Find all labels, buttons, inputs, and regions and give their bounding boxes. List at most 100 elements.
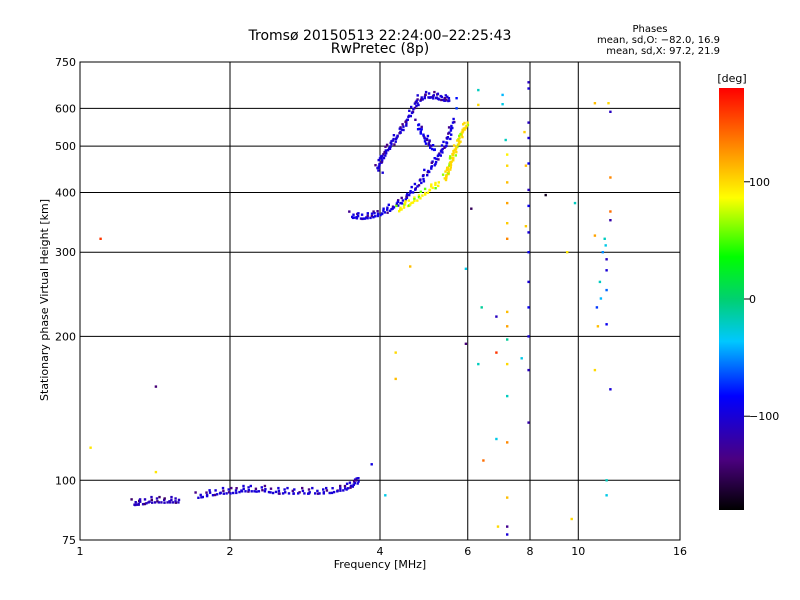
echo-point — [205, 494, 209, 498]
plot-grid — [80, 62, 680, 540]
echo-point — [420, 128, 423, 131]
echo-point — [449, 129, 453, 132]
echo-point — [402, 128, 405, 132]
echo-point — [365, 216, 368, 219]
echo-point — [354, 479, 357, 482]
echo-point — [166, 501, 169, 504]
echo-point — [244, 490, 247, 493]
echo-point — [392, 134, 396, 137]
echo-point — [495, 315, 498, 318]
echo-point — [381, 159, 384, 162]
echo-point — [395, 204, 398, 208]
echo-point — [570, 517, 573, 521]
echo-point — [390, 140, 393, 143]
echo-point — [386, 208, 389, 211]
echo-point — [349, 486, 352, 489]
echo-point — [466, 123, 470, 127]
echo-point — [242, 484, 245, 488]
echo-point — [424, 191, 427, 195]
echo-point — [154, 385, 158, 388]
echo-point — [423, 187, 427, 191]
echo-point — [318, 492, 321, 495]
echo-point — [384, 494, 387, 497]
echo-point — [436, 92, 440, 95]
echo-point — [456, 139, 459, 142]
echo-point — [376, 212, 380, 215]
echo-point — [99, 237, 102, 240]
echo-point — [316, 492, 320, 495]
echo-point — [385, 143, 389, 147]
echo-point — [232, 491, 235, 495]
echo-point — [449, 161, 452, 164]
echo-point — [377, 166, 381, 169]
echo-point — [449, 166, 452, 169]
echo-point — [414, 100, 417, 104]
echo-point — [356, 214, 360, 218]
echo-point — [595, 306, 599, 309]
echo-point — [598, 280, 602, 284]
echo-point — [281, 492, 285, 495]
echo-point — [292, 492, 295, 495]
echo-point — [466, 121, 469, 124]
echo-point — [382, 153, 385, 156]
echo-point — [382, 156, 386, 160]
echo-point — [201, 495, 204, 499]
echo-point — [524, 164, 528, 167]
echo-point — [153, 501, 157, 504]
x-tick-label: 2 — [227, 545, 234, 558]
echo-point — [271, 491, 275, 495]
echo-point — [394, 351, 397, 354]
echo-point — [446, 166, 450, 169]
y-tick-label: 75 — [62, 534, 76, 547]
echo-point — [413, 196, 416, 199]
echo-point — [151, 501, 154, 504]
echo-point — [247, 486, 250, 489]
echo-point — [444, 170, 447, 173]
echo-point — [139, 500, 142, 503]
echo-point — [409, 265, 412, 268]
echo-point — [445, 175, 448, 178]
echo-point — [174, 500, 177, 503]
x-tick-label: 8 — [527, 545, 534, 558]
echo-point — [227, 488, 230, 491]
echo-point — [396, 200, 399, 204]
echo-point — [605, 479, 608, 482]
echo-point — [428, 188, 432, 192]
y-tick-label: 600 — [55, 102, 76, 115]
echo-point — [213, 493, 217, 497]
echo-point — [359, 217, 363, 220]
echo-point — [325, 486, 328, 490]
echo-point — [177, 498, 181, 502]
echo-point — [386, 149, 390, 152]
echo-point — [605, 269, 608, 272]
echo-point — [331, 487, 334, 490]
echo-point — [419, 132, 422, 135]
echo-point — [609, 176, 612, 179]
echo-point — [400, 196, 403, 200]
echo-point — [274, 490, 278, 494]
x-tick-label: 6 — [464, 545, 471, 558]
echo-point — [430, 147, 434, 151]
echo-point — [383, 211, 386, 214]
echo-point — [397, 204, 400, 207]
echo-point — [433, 148, 436, 151]
echo-point — [393, 143, 396, 146]
echo-point — [415, 99, 418, 103]
echo-point — [433, 90, 436, 94]
echo-point — [353, 482, 356, 485]
echo-point — [605, 258, 608, 261]
echo-point — [235, 491, 238, 495]
echo-point — [506, 533, 509, 536]
echo-point — [450, 124, 453, 128]
x-tick-label: 4 — [377, 545, 384, 558]
echo-point — [477, 362, 480, 366]
echo-point — [417, 194, 421, 197]
y-tick-label: 500 — [55, 140, 76, 153]
echo-point — [609, 219, 612, 222]
echo-point — [283, 488, 286, 491]
echo-point — [328, 491, 331, 495]
echo-point — [609, 388, 612, 391]
echo-point — [349, 484, 353, 487]
echo-point — [527, 251, 530, 254]
